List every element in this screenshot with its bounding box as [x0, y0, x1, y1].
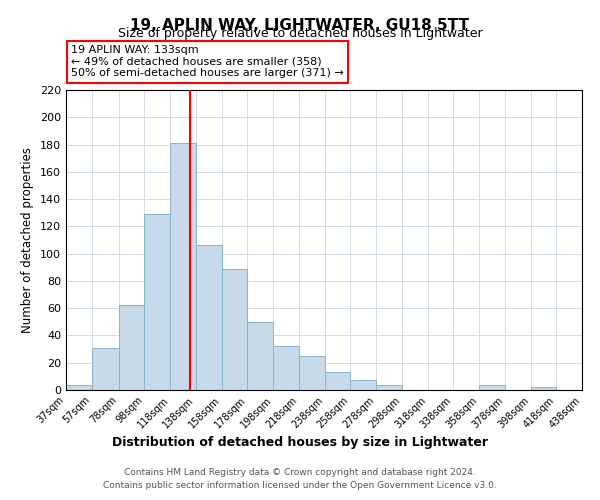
Bar: [145, 214, 170, 390]
Bar: [530, 388, 556, 390]
Bar: [325, 372, 350, 390]
Text: Contains HM Land Registry data © Crown copyright and database right 2024.: Contains HM Land Registry data © Crown c…: [124, 468, 476, 477]
Text: 19 APLIN WAY: 133sqm
← 49% of detached houses are smaller (358)
50% of semi-deta: 19 APLIN WAY: 133sqm ← 49% of detached h…: [71, 45, 344, 78]
Text: Distribution of detached houses by size in Lightwater: Distribution of detached houses by size …: [112, 436, 488, 449]
Bar: [479, 384, 505, 390]
Bar: [170, 143, 196, 390]
Bar: [273, 346, 299, 390]
Text: 19, APLIN WAY, LIGHTWATER, GU18 5TT: 19, APLIN WAY, LIGHTWATER, GU18 5TT: [131, 18, 470, 32]
Bar: [299, 356, 325, 390]
Bar: [66, 384, 92, 390]
Bar: [119, 306, 145, 390]
Text: Contains public sector information licensed under the Open Government Licence v3: Contains public sector information licen…: [103, 480, 497, 490]
Y-axis label: Number of detached properties: Number of detached properties: [22, 147, 34, 333]
Bar: [376, 384, 402, 390]
Bar: [92, 348, 119, 390]
Bar: [222, 268, 247, 390]
Bar: [196, 246, 222, 390]
Bar: [247, 322, 273, 390]
Bar: [350, 380, 376, 390]
Text: Size of property relative to detached houses in Lightwater: Size of property relative to detached ho…: [118, 28, 482, 40]
